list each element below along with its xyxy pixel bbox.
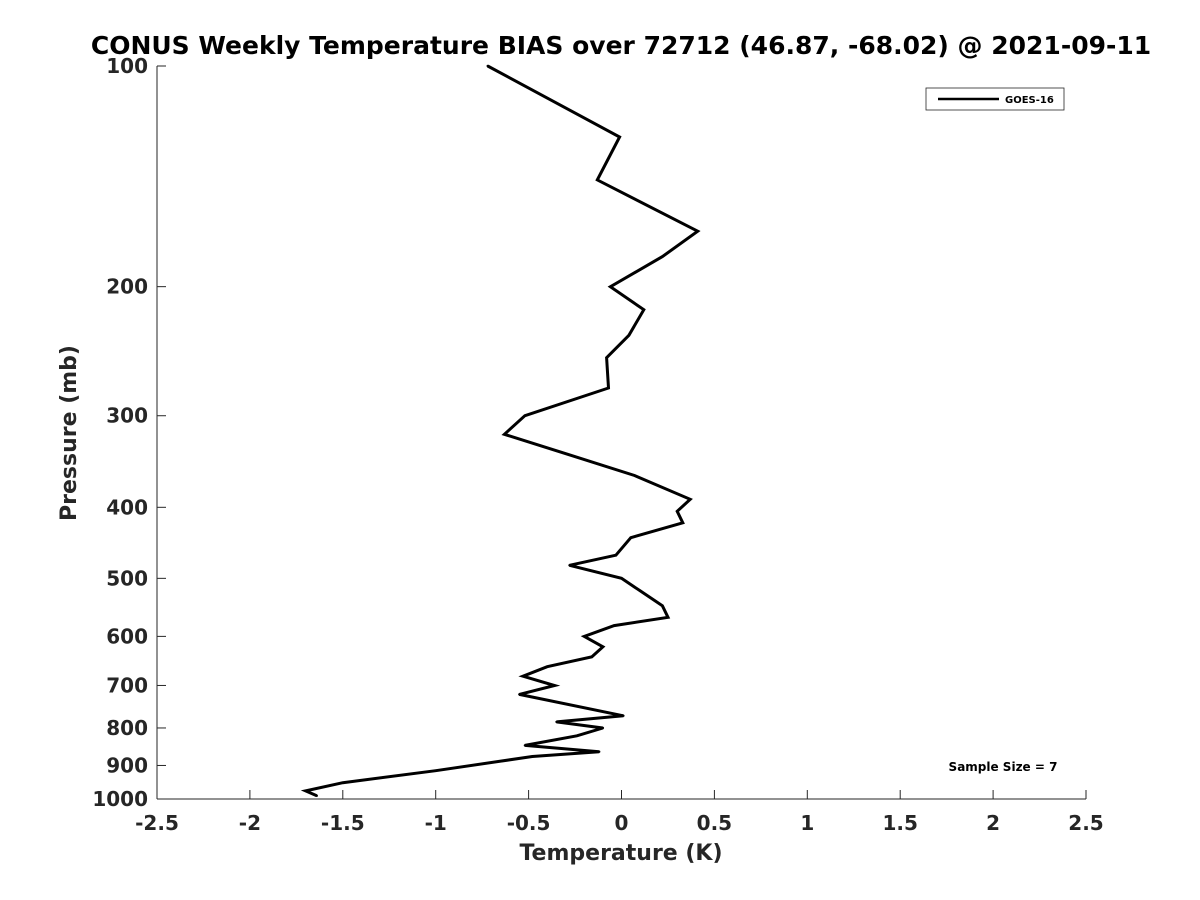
x-axis-label: Temperature (K)	[519, 841, 722, 866]
data-point	[315, 794, 318, 797]
data-point	[661, 255, 664, 258]
x-tick-label: -2.5	[135, 811, 179, 835]
data-point	[681, 521, 684, 524]
legend: GOES-16	[925, 87, 1065, 111]
data-point	[607, 386, 610, 390]
x-tick-label: 0.5	[697, 811, 732, 835]
data-point	[696, 230, 699, 233]
series-line-goes-16	[300, 64, 701, 798]
data-point	[629, 536, 632, 539]
y-tick-label: 700	[106, 673, 148, 697]
data-point	[676, 510, 679, 513]
y-tick-label: 400	[106, 495, 148, 519]
plot-axes	[156, 66, 1086, 800]
data-point	[618, 135, 621, 139]
x-tick-label: 1.5	[882, 811, 917, 835]
x-tick-label: 2.5	[1068, 811, 1103, 835]
data-point	[609, 285, 612, 288]
x-tick-label: 1	[800, 811, 814, 835]
x-tick-label: 2	[986, 811, 1000, 835]
data-point	[612, 624, 616, 627]
data-point	[521, 675, 525, 678]
data-point	[564, 452, 567, 455]
y-tick-label: 800	[106, 716, 148, 740]
data-point	[555, 720, 558, 724]
data-point	[568, 564, 571, 567]
y-tick-label: 200	[106, 275, 148, 299]
y-axis-label: Pressure (mb)	[57, 345, 82, 521]
data-point	[575, 734, 579, 737]
series-group	[300, 64, 701, 798]
y-tick-label: 100	[106, 54, 148, 78]
y-tick-label: 500	[106, 566, 148, 590]
x-tick-label: -0.5	[507, 811, 551, 835]
data-point	[601, 726, 605, 730]
chart-title: CONUS Weekly Temperature BIAS over 72712…	[91, 31, 1151, 60]
data-point	[341, 781, 344, 784]
y-tick-label: 600	[106, 624, 148, 648]
data-point	[523, 744, 527, 747]
data-point	[605, 356, 608, 359]
x-tick-label: -1.5	[321, 811, 365, 835]
data-point	[627, 334, 631, 337]
legend-label-goes-16: GOES-16	[1005, 95, 1054, 106]
data-point	[546, 665, 549, 668]
x-tick-label: 0	[615, 811, 629, 835]
data-point	[304, 789, 307, 793]
y-ticks: 100 200 300 400 500 600 700 800 900 1000	[92, 54, 166, 811]
data-point	[596, 178, 599, 182]
x-ticks: -2.5 -2 -1.5 -1 -0.5 0 0.5 1 1.5 2 2.5	[135, 790, 1104, 835]
data-point	[503, 433, 506, 436]
data-point	[622, 714, 625, 717]
data-point	[642, 308, 645, 311]
data-point	[531, 755, 534, 758]
sample-size-annotation: Sample Size = 7	[949, 760, 1058, 774]
data-point	[553, 684, 556, 687]
data-point	[620, 577, 623, 580]
data-point	[583, 635, 586, 638]
data-point	[590, 655, 593, 659]
data-point	[638, 589, 642, 592]
y-tick-label: 900	[106, 753, 148, 777]
data-point	[523, 414, 527, 417]
data-point	[661, 604, 664, 607]
x-tick-label: -1	[425, 811, 447, 835]
data-point	[666, 616, 670, 619]
data-point	[434, 769, 437, 772]
data-point	[633, 474, 636, 477]
x-tick-label: -2	[239, 811, 261, 835]
data-point	[614, 554, 618, 557]
y-tick-label: 300	[106, 404, 148, 428]
data-point	[486, 64, 489, 68]
y-tick-label: 1000	[92, 787, 148, 811]
data-point	[598, 750, 601, 753]
data-point	[518, 693, 521, 696]
data-point	[601, 645, 605, 648]
data-point	[689, 498, 692, 501]
